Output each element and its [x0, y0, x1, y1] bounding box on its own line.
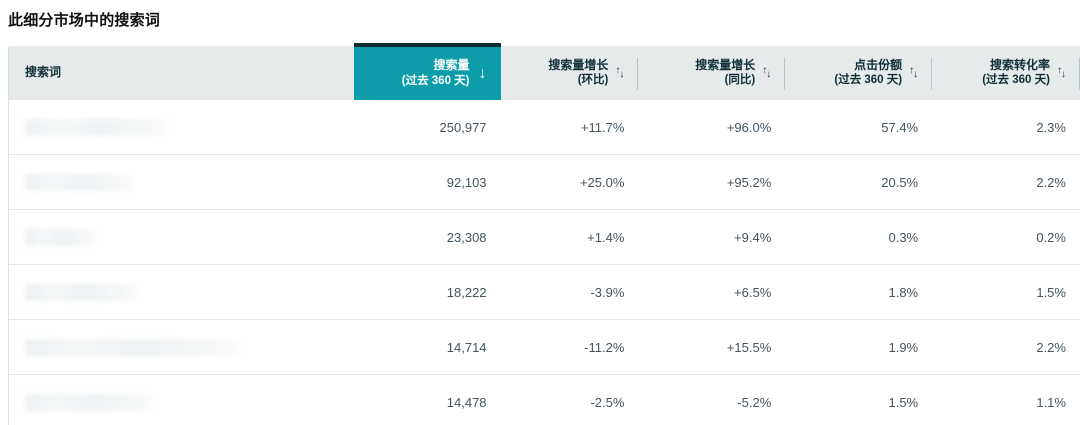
click-share-cell: 57.4%	[881, 119, 919, 135]
search-volume-cell: 18,222	[446, 284, 487, 300]
column-header-growth-mom[interactable]: 搜索量增长 (环比) ↑↓	[501, 46, 639, 100]
column-label: 搜索词	[25, 65, 62, 80]
search-volume-cell: 14,478	[446, 394, 487, 410]
redacted-search-term	[25, 338, 238, 356]
growth-mom-cell: -2.5%	[590, 394, 625, 410]
search-volume-cell: 14,714	[446, 339, 487, 355]
click-share-cell: 0.3%	[888, 229, 919, 245]
column-header-search-volume[interactable]: 搜索量 (过去 360 天) ↓	[353, 43, 501, 100]
table-header-row: 搜索词 搜索量 (过去 360 天) ↓ 搜索量增长 (环比) ↑↓ 搜索量增长…	[9, 43, 1080, 100]
table-body: 250,977 +11.7% +96.0% 57.4% 2.3% 92,103 …	[9, 100, 1080, 425]
growth-yoy-cell: +15.5%	[726, 339, 772, 355]
column-label: 点击份额 (过去 360 天)	[834, 58, 902, 89]
search-term-cell	[9, 338, 354, 356]
click-share-cell: 1.5%	[888, 394, 919, 410]
redacted-search-term	[25, 173, 133, 191]
sort-toggle-icon[interactable]: ↑↓	[615, 65, 625, 80]
table-row: 250,977 +11.7% +96.0% 57.4% 2.3%	[9, 100, 1080, 155]
growth-mom-cell: -3.9%	[590, 284, 625, 300]
growth-mom-cell: +25.0%	[579, 174, 625, 190]
column-label-line2: (同比)	[724, 74, 756, 87]
table-row: 23,308 +1.4% +9.4% 0.3% 0.2%	[9, 210, 1080, 265]
search-term-cell	[9, 283, 354, 301]
conversion-rate-cell: 2.2%	[1036, 339, 1066, 355]
conversion-rate-cell: 2.3%	[1036, 119, 1066, 135]
column-label-line2: (过去 360 天)	[982, 74, 1050, 87]
column-label: 搜索量 (过去 360 天)	[402, 58, 470, 89]
growth-mom-cell: +11.7%	[580, 119, 625, 135]
search-term-cell	[9, 393, 354, 411]
column-header-conversion-rate[interactable]: 搜索转化率 (过去 360 天) ↑↓	[932, 46, 1080, 100]
click-share-cell: 1.9%	[888, 339, 919, 355]
column-label-line2: (过去 360 天)	[834, 74, 903, 87]
click-share-cell: 1.8%	[888, 284, 919, 300]
conversion-rate-cell: 1.1%	[1036, 394, 1066, 410]
column-label: 搜索量增长 (环比)	[548, 58, 608, 89]
search-volume-cell: 92,103	[446, 174, 487, 190]
search-terms-table: 搜索词 搜索量 (过去 360 天) ↓ 搜索量增长 (环比) ↑↓ 搜索量增长…	[8, 43, 1080, 425]
column-label: 搜索转化率 (过去 360 天)	[982, 58, 1050, 89]
sort-desc-icon[interactable]: ↓	[478, 64, 487, 82]
conversion-rate-cell: 0.2%	[1036, 229, 1066, 245]
column-label-line1: 点击份额	[854, 57, 903, 72]
conversion-rate-cell: 2.2%	[1036, 174, 1066, 190]
growth-yoy-cell: +9.4%	[734, 229, 772, 245]
growth-yoy-cell: +6.5%	[734, 284, 772, 300]
column-label: 搜索量增长 (同比)	[695, 58, 755, 89]
table-row: 18,222 -3.9% +6.5% 1.8% 1.5%	[9, 265, 1080, 320]
redacted-search-term	[25, 118, 166, 136]
search-term-cell	[9, 118, 354, 136]
column-header-growth-yoy[interactable]: 搜索量增长 (同比) ↑↓	[638, 46, 786, 100]
search-volume-cell: 250,977	[439, 119, 487, 135]
redacted-search-term	[25, 393, 152, 411]
search-volume-cell: 23,308	[446, 229, 487, 245]
column-label-line1: 搜索转化率	[989, 57, 1050, 72]
search-term-cell	[9, 228, 354, 246]
redacted-search-term	[25, 283, 137, 301]
column-header-search-term: 搜索词	[9, 46, 354, 100]
growth-mom-cell: -11.2%	[584, 339, 625, 355]
table-row: 14,714 -11.2% +15.5% 1.9% 2.2%	[9, 320, 1080, 375]
column-label-line1: 搜索量增长	[548, 57, 609, 72]
growth-mom-cell: +1.4%	[587, 229, 625, 245]
column-label-line1: 搜索量增长	[695, 57, 756, 72]
column-label-line2: (过去 360 天)	[401, 74, 470, 87]
redacted-search-term	[25, 228, 96, 246]
column-label-line2: (环比)	[577, 74, 609, 87]
sort-toggle-icon[interactable]: ↑↓	[1056, 65, 1066, 80]
sort-toggle-icon[interactable]: ↑↓	[909, 65, 919, 80]
page-title: 此细分市场中的搜索词	[8, 12, 161, 29]
column-label-line1: 搜索量	[433, 58, 470, 73]
table-row: 14,478 -2.5% -5.2% 1.5% 1.1%	[9, 375, 1080, 425]
sort-toggle-icon[interactable]: ↑↓	[762, 65, 772, 80]
conversion-rate-cell: 1.5%	[1036, 284, 1066, 300]
table-row: 92,103 +25.0% +95.2% 20.5% 2.2%	[9, 155, 1080, 210]
growth-yoy-cell: +95.2%	[726, 174, 772, 190]
growth-yoy-cell: +96.0%	[726, 119, 772, 135]
growth-yoy-cell: -5.2%	[737, 394, 772, 410]
search-term-cell	[9, 173, 354, 191]
column-header-click-share[interactable]: 点击份额 (过去 360 天) ↑↓	[785, 46, 932, 100]
click-share-cell: 20.5%	[881, 174, 919, 190]
